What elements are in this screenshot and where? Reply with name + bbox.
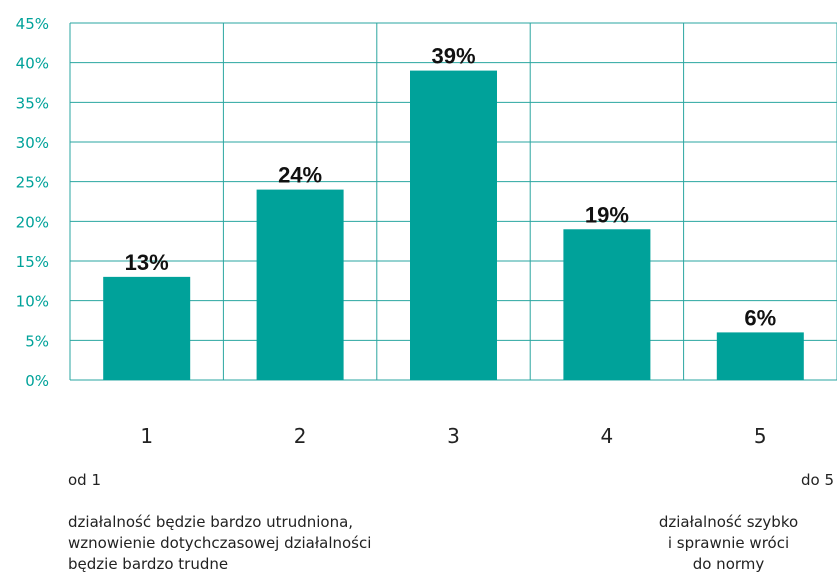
y-tick-label: 10% xyxy=(16,293,49,311)
right-description: działalność szybko i sprawnie wróci do n… xyxy=(620,512,837,575)
bar xyxy=(716,332,804,380)
data-label: 19% xyxy=(585,202,629,227)
range-end-label: do 5 xyxy=(801,471,835,489)
y-axis-ticks: 0% 5% 10% 15% 20% 25% 30% 35% 40% 45% xyxy=(16,15,49,390)
bar xyxy=(103,276,191,380)
data-label: 13% xyxy=(125,250,169,275)
data-label: 6% xyxy=(744,305,776,330)
left-description-line: będzie bardzo trudne xyxy=(68,555,229,573)
y-tick-label: 20% xyxy=(16,213,49,231)
y-tick-label: 30% xyxy=(16,134,49,152)
left-description-line: wznowienie dotychczasowej działalności xyxy=(68,534,372,552)
y-tick-label: 5% xyxy=(25,332,49,350)
bar xyxy=(563,229,651,380)
right-description-line: działalność szybko xyxy=(658,513,799,531)
y-tick-label: 15% xyxy=(16,253,49,271)
left-description-line: działalność będzie bardzo utrudniona, xyxy=(68,513,354,531)
range-start-label: od 1 xyxy=(68,471,102,489)
y-tick-label: 35% xyxy=(16,94,49,112)
y-tick-label: 25% xyxy=(16,174,49,192)
data-label: 24% xyxy=(278,163,322,188)
bar xyxy=(410,70,497,380)
y-tick-label: 45% xyxy=(16,15,49,33)
bar-chart: 13%24%39%19%6% 0%5%10%15%20%25%30%35%40%… xyxy=(16,15,837,448)
data-labels-layer: 13% 24% 39% 19% 6% xyxy=(125,44,777,331)
x-tick-label: 3 xyxy=(447,424,460,448)
data-label: 39% xyxy=(431,44,475,69)
y-tick-label: 40% xyxy=(16,55,49,73)
x-axis-ticks: 1 2 3 4 5 xyxy=(140,424,766,448)
x-tick-label: 2 xyxy=(294,424,307,448)
x-tick-label: 4 xyxy=(601,424,614,448)
right-description-line: i sprawnie wróci xyxy=(667,534,790,552)
bar xyxy=(256,189,344,380)
y-tick-label: 0% xyxy=(25,372,49,390)
x-tick-label: 5 xyxy=(754,424,767,448)
left-description: działalność będzie bardzo utrudniona, wz… xyxy=(68,512,371,575)
x-tick-label: 1 xyxy=(140,424,153,448)
right-description-line: do normy xyxy=(692,555,765,573)
bars-layer xyxy=(103,70,804,380)
